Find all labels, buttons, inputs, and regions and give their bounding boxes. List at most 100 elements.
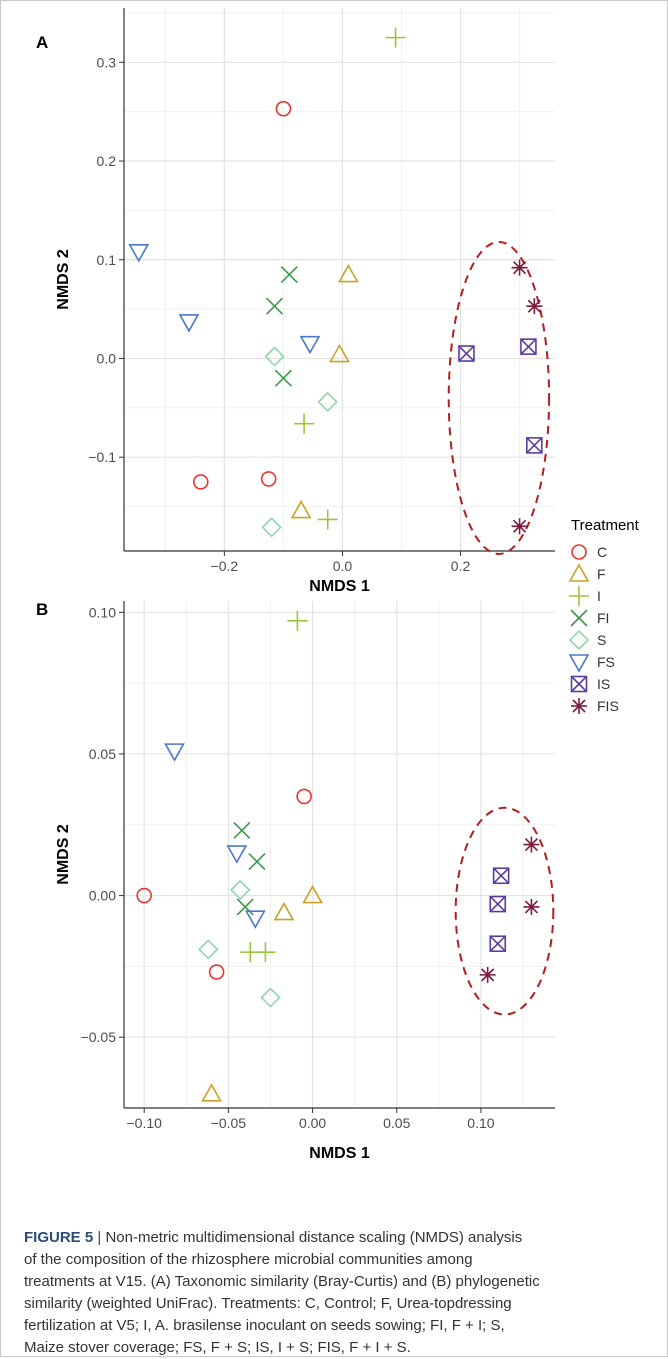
- point-f: [290, 499, 312, 519]
- y-tick-label: 0.0: [97, 350, 117, 366]
- legend-label: FI: [597, 610, 609, 626]
- legend-label: I: [597, 588, 601, 604]
- legend-label: IS: [597, 676, 610, 692]
- caption-lead: FIGURE 5: [24, 1229, 94, 1246]
- point-is: [489, 935, 507, 953]
- figure-caption: FIGURE 5 | Non-metric multidimensional d…: [24, 1227, 648, 1359]
- y-tick-label: 0.05: [89, 746, 116, 762]
- point-f: [329, 343, 350, 363]
- legend-key-fs: [568, 654, 590, 673]
- y-axis-title: NMDS 2: [55, 249, 72, 310]
- plot-background: [124, 601, 555, 1108]
- point-c: [260, 471, 277, 487]
- legend-label: F: [597, 566, 606, 582]
- point-c: [296, 788, 312, 805]
- point-is: [520, 338, 537, 355]
- x-axis-title: NMDS 1: [309, 1145, 370, 1162]
- point-fi: [274, 369, 292, 387]
- point-s: [198, 939, 219, 960]
- point-f: [337, 263, 359, 283]
- point-i: [385, 27, 406, 48]
- point-f: [302, 884, 323, 904]
- point-s: [264, 346, 285, 367]
- caption-line: Maize stover coverage; FS, F + S; IS, I …: [24, 1339, 411, 1356]
- point-is: [526, 437, 543, 454]
- point-s: [230, 879, 251, 901]
- point-is: [458, 345, 475, 362]
- point-i: [255, 942, 276, 963]
- x-axis-title: NMDS 1: [309, 578, 370, 595]
- point-fi: [280, 265, 298, 284]
- x-tick-label: −0.05: [211, 1115, 247, 1131]
- y-tick-label: 0.1: [97, 252, 117, 268]
- y-tick-label: 0.2: [97, 153, 117, 169]
- point-f: [201, 1083, 222, 1102]
- point-fs: [226, 845, 248, 864]
- y-tick-label: −0.05: [81, 1029, 117, 1045]
- x-tick-label: −0.10: [126, 1115, 162, 1131]
- point-c: [208, 964, 225, 980]
- legend-label: FS: [597, 654, 615, 670]
- point-fis: [511, 259, 528, 276]
- legend-label: C: [597, 544, 607, 560]
- point-f: [273, 901, 295, 921]
- y-tick-label: −0.1: [88, 449, 116, 465]
- point-s: [261, 517, 282, 538]
- legend-key-i: [569, 586, 589, 606]
- plot-panel-B: B −0.10 −0.05 0.00 0.05 0.10 −0.05 0.00 0.05 0.10…: [36, 600, 555, 1162]
- legend-key-fis: [571, 698, 587, 714]
- panel-label: B: [36, 600, 48, 619]
- caption-line: fertilization at V5; I, A. brasilense in…: [24, 1317, 505, 1334]
- legend-key-fi: [570, 609, 588, 627]
- point-c: [275, 100, 292, 117]
- point-fis: [523, 836, 540, 853]
- point-fs: [128, 244, 150, 263]
- x-tick-label: 0.05: [383, 1115, 410, 1131]
- caption-line: of the composition of the rhizosphere mi…: [24, 1251, 473, 1268]
- point-fis: [523, 898, 540, 915]
- y-axis-title: NMDS 2: [55, 824, 72, 885]
- point-s: [317, 391, 338, 413]
- point-fis: [479, 966, 496, 983]
- y-tick-label: 0.3: [97, 54, 117, 70]
- x-tick-label: −0.2: [211, 558, 239, 574]
- y-tick-label: 0.00: [89, 888, 116, 904]
- point-i: [294, 413, 315, 434]
- cluster-ellipse: [454, 806, 555, 1016]
- caption-line: similarity (weighted UniFrac). Treatment…: [24, 1295, 512, 1312]
- point-fs: [299, 335, 321, 355]
- caption-line: Non-metric multidimensional distance sca…: [105, 1229, 523, 1246]
- caption-line: treatments at V15. (A) Taxonomic similar…: [24, 1273, 540, 1290]
- caption-separator: |: [97, 1229, 102, 1246]
- point-fs: [164, 743, 185, 762]
- legend-key-c: [571, 544, 587, 560]
- legend-key-is: [570, 675, 588, 693]
- point-c: [192, 474, 209, 490]
- point-s: [260, 987, 281, 1008]
- x-tick-label: 0.0: [333, 558, 353, 574]
- point-i: [287, 610, 308, 631]
- point-fis: [526, 298, 543, 315]
- point-c: [136, 887, 153, 904]
- plot-panel-A: A −0.2 0.0 0.2 −0.1 0.0 0.1 0.2 0.3 NMDS 1 NMDS 2: [36, 8, 555, 595]
- point-is: [492, 867, 510, 885]
- point-fs: [244, 910, 266, 929]
- point-fs: [178, 314, 200, 333]
- legend-title: Treatment: [571, 517, 640, 534]
- x-tick-label: 0.00: [299, 1115, 326, 1131]
- cluster-ellipse: [447, 240, 551, 555]
- y-tick-label: 0.10: [89, 604, 116, 620]
- legend-key-f: [568, 563, 590, 582]
- point-fi: [265, 297, 284, 315]
- legend-label: S: [597, 632, 606, 648]
- point-fi: [236, 898, 254, 916]
- point-is: [489, 895, 507, 913]
- point-fi: [248, 853, 266, 871]
- point-fi: [233, 821, 251, 839]
- legend-key-s: [568, 629, 590, 651]
- point-i: [317, 509, 338, 530]
- point-fis: [511, 518, 528, 535]
- x-tick-label: 0.2: [451, 558, 471, 574]
